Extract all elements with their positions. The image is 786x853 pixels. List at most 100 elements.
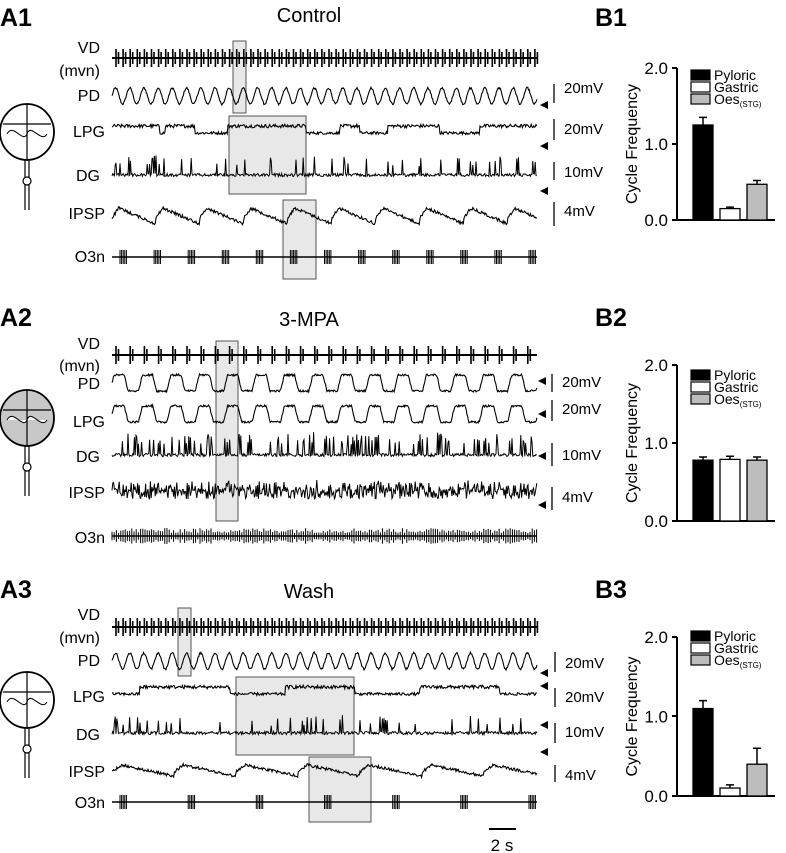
trace-label-vd: VD xyxy=(78,40,100,57)
trace-label-pd: PD xyxy=(78,653,100,670)
bar-pyloric xyxy=(692,459,714,522)
voltage-scale-label: 4mV xyxy=(562,489,593,506)
error-bar xyxy=(699,699,707,709)
y-tick-label: 2.0 xyxy=(644,59,668,78)
trace-label-pd: PD xyxy=(78,376,100,393)
error-bar xyxy=(753,747,761,765)
resting-potential-marker xyxy=(540,187,548,195)
resting-potential-marker xyxy=(540,101,548,109)
trace-label-lpg: LPG xyxy=(73,124,105,141)
y-tick-label: 1.0 xyxy=(644,135,668,154)
trace-label-mvn: (mvn) xyxy=(59,358,100,375)
panel-label-b1: B1 xyxy=(595,4,627,32)
voltage-scale-label: 20mV xyxy=(565,655,604,672)
trace-label-vd: VD xyxy=(78,336,100,353)
recording-traces xyxy=(111,346,538,544)
error-bar xyxy=(753,179,761,185)
voltage-scale-label: 10mV xyxy=(564,164,603,181)
highlight-box xyxy=(308,756,372,823)
trace-label-lpg: LPG xyxy=(73,414,105,431)
trace-label-dg: DG xyxy=(76,449,100,466)
legend-swatch xyxy=(690,369,711,381)
y-axis-title: Cycle Frequency xyxy=(624,84,641,204)
panel-a1: A1 Control VD (mvn) PD LPG DG IPSP O3n 20mV 20mV 10… xyxy=(0,4,603,280)
trace-label-dg: DG xyxy=(76,168,100,185)
legend-swatch xyxy=(690,93,711,105)
y-axis-title: Cycle Frequency xyxy=(624,656,641,776)
error-bar xyxy=(699,116,707,125)
voltage-scale-label: 20mV xyxy=(562,401,601,418)
error-bar xyxy=(699,456,707,461)
resting-potential-marker xyxy=(538,410,546,418)
voltage-scale-label: 4mV xyxy=(565,767,596,784)
trace-label-dg: DG xyxy=(76,727,100,744)
legend-label-subscript: (STG) xyxy=(740,400,762,409)
bar-pyloric xyxy=(692,707,714,797)
legend-label-subscript: (STG) xyxy=(740,661,762,670)
y-tick-label: 0.0 xyxy=(644,211,668,230)
y-tick-label: 2.0 xyxy=(644,628,668,647)
legend-label: Gastric xyxy=(714,640,758,656)
legend-swatch xyxy=(690,654,711,666)
legend-label: Pyloric xyxy=(714,628,756,644)
trace-label-ipsp: IPSP xyxy=(69,206,105,223)
voltage-scale-label: 20mV xyxy=(564,80,603,97)
y-tick-label: 1.0 xyxy=(644,434,668,453)
legend-swatch xyxy=(690,642,711,654)
highlight-box xyxy=(228,115,307,195)
resting-potential-marker xyxy=(540,721,548,729)
bar-gastric xyxy=(719,787,741,797)
y-tick-label: 2.0 xyxy=(644,356,668,375)
resting-potential-marker xyxy=(540,682,548,690)
legend-label: Pyloric xyxy=(714,67,756,83)
time-scale-bar-label: 2 s xyxy=(491,836,514,853)
highlight-box xyxy=(282,199,317,280)
legend-swatch xyxy=(690,630,711,642)
panel-label-b3: B3 xyxy=(595,576,627,604)
bar-pyloric xyxy=(692,124,714,221)
trace-label-mvn: (mvn) xyxy=(59,63,100,80)
recording-traces xyxy=(111,618,539,809)
panel-label-a1: A1 xyxy=(0,4,32,32)
error-bar xyxy=(726,455,734,460)
legend-swatch xyxy=(690,81,711,93)
trace-label-mvn: (mvn) xyxy=(59,630,100,647)
panel-a3: A3 Wash VD (mvn) PD LPG DG IPSP O3n 20mV 20mV 10mV 4… xyxy=(0,576,604,823)
legend-label: Gastric xyxy=(714,379,758,395)
trace-label-vd: VD xyxy=(78,607,100,624)
trace-label-o3n: O3n xyxy=(75,249,105,266)
highlight-box xyxy=(235,676,355,756)
condition-title: Wash xyxy=(284,581,334,603)
condition-title: Control xyxy=(277,5,341,27)
resting-potential-marker xyxy=(540,142,548,150)
voltage-scale-label: 10mV xyxy=(562,447,601,464)
voltage-scale-label: 20mV xyxy=(564,121,603,138)
legend-label: Gastric xyxy=(714,79,758,95)
panel-label-b2: B2 xyxy=(595,304,627,332)
panel-label-a3: A3 xyxy=(0,576,32,604)
legend-swatch xyxy=(690,393,711,405)
legend-swatch xyxy=(690,69,711,81)
resting-potential-marker xyxy=(540,669,548,677)
voltage-scale-label: 4mV xyxy=(564,203,595,220)
bar-gastric xyxy=(719,207,741,221)
bar-chart-axes xyxy=(672,67,775,797)
resting-potential-marker xyxy=(538,501,546,509)
y-axis-title: Cycle Frequency xyxy=(624,383,641,503)
voltage-scale-label: 20mV xyxy=(562,374,601,391)
trace-label-o3n: O3n xyxy=(75,530,105,547)
voltage-scale-label: 20mV xyxy=(565,689,604,706)
resting-potential-marker xyxy=(540,748,548,756)
resting-potential-marker xyxy=(538,377,546,385)
legend-label-subscript: (STG) xyxy=(740,100,762,109)
legend-swatch xyxy=(690,381,711,393)
panel-a2: A2 3-MPA VD (mvn)PD LPG DG IPSP O3n 20mV 20mV 10mV… xyxy=(0,304,601,547)
error-bar xyxy=(726,206,734,209)
y-tick-label: 0.0 xyxy=(644,787,668,806)
